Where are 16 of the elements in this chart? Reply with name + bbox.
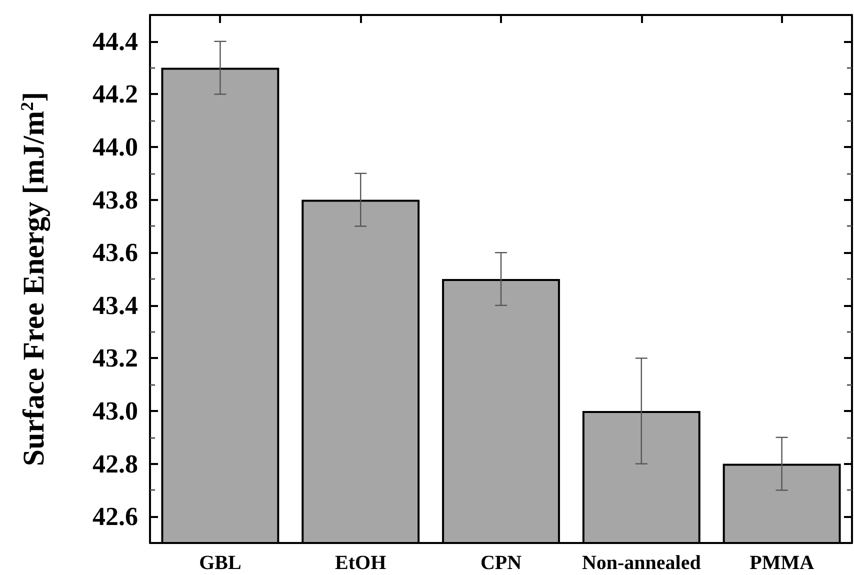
y-tick-label: 44.0 bbox=[92, 132, 138, 162]
y-tick-label: 43.8 bbox=[92, 185, 138, 214]
y-tick-label: 44.4 bbox=[92, 26, 138, 56]
y-tick-label: 43.4 bbox=[92, 290, 138, 320]
y-tick-label: 43.6 bbox=[92, 238, 138, 268]
x-tick-label: GBL bbox=[199, 552, 242, 574]
x-tick-label: PMMA bbox=[750, 552, 815, 574]
y-axis-title: Surface Free Energy [mJ/m2] bbox=[17, 92, 50, 466]
y-tick-label: 42.6 bbox=[92, 502, 138, 532]
y-tick-label: 44.2 bbox=[92, 80, 138, 109]
x-tick-label: CPN bbox=[480, 552, 522, 574]
y-tick-label: 43.0 bbox=[92, 396, 138, 426]
y-tick-label: 43.2 bbox=[92, 344, 138, 373]
x-tick-label: EtOH bbox=[335, 552, 387, 574]
x-tick-label: Non-annealed bbox=[582, 552, 701, 574]
y-tick-label: 42.8 bbox=[92, 449, 138, 478]
